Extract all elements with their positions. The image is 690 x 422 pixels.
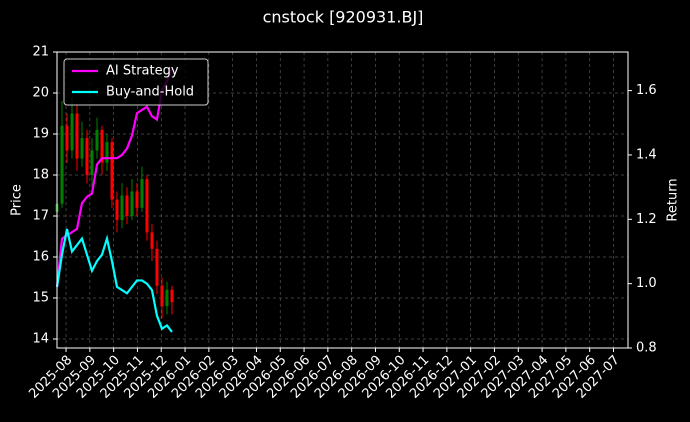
y-axis-label: Price	[10, 184, 25, 216]
y-tick-label: 17	[32, 208, 49, 223]
candle-body	[125, 195, 129, 216]
y-tick-label: 15	[32, 290, 49, 305]
candle-body	[110, 142, 114, 200]
candle-body	[115, 199, 119, 221]
y-tick-label: 21	[32, 45, 49, 60]
legend-label: AI Strategy	[106, 64, 179, 79]
y-tick-label: 19	[32, 126, 49, 141]
legend-box	[63, 58, 209, 106]
candle-body	[100, 129, 104, 163]
candle-body	[75, 113, 79, 159]
candle-body	[120, 195, 124, 221]
candle-body	[140, 179, 144, 208]
candle-body	[90, 150, 94, 175]
candle-body	[95, 129, 99, 151]
y2-axis-label: Return	[666, 178, 681, 221]
y2-tick-label: 1.2	[636, 212, 657, 227]
candle-body	[130, 191, 134, 216]
y-tick-label: 14	[32, 331, 49, 346]
candle-body	[150, 232, 154, 249]
candle-body	[60, 125, 64, 204]
legend-label: Buy-and-Hold	[106, 85, 194, 100]
chart-title: cnstock [920931.BJ]	[263, 8, 424, 27]
return-line	[55, 67, 173, 287]
candle-body	[105, 142, 109, 163]
candle-body	[170, 289, 174, 303]
candle-body	[165, 289, 169, 307]
return-line	[55, 228, 173, 333]
candle-body	[70, 113, 74, 151]
y2-tick-label: 1.6	[636, 83, 657, 98]
y2-tick-label: 1.0	[636, 276, 657, 291]
candle-body	[135, 191, 139, 208]
candle-body	[160, 285, 164, 307]
candle-body	[155, 248, 159, 286]
y-tick-label: 18	[32, 167, 49, 182]
y2-tick-label: 0.8	[636, 341, 657, 356]
y-tick-label: 16	[32, 249, 49, 264]
candle-body	[65, 125, 69, 151]
candle-body	[80, 138, 84, 159]
y2-tick-label: 1.4	[636, 147, 657, 162]
y-tick-label: 20	[32, 85, 49, 100]
plot-frame	[56, 51, 629, 349]
candle-body	[145, 179, 149, 233]
candle-body	[85, 138, 89, 175]
